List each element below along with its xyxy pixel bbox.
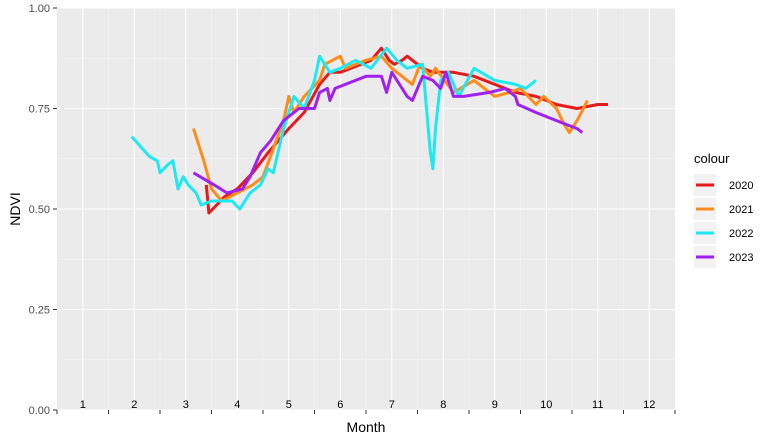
y-tick-label: 0.00 bbox=[29, 405, 50, 417]
month-label: 12 bbox=[643, 399, 655, 411]
legend-label-2023: 2023 bbox=[729, 252, 753, 264]
x-axis-title: Month bbox=[347, 419, 386, 435]
legend-label-2020: 2020 bbox=[729, 180, 753, 192]
series-lines bbox=[130, 46, 608, 215]
month-label: 2 bbox=[131, 399, 137, 411]
y-tick-label: 0.25 bbox=[29, 305, 50, 317]
y-tick-label: 0.75 bbox=[29, 104, 50, 116]
month-label: 6 bbox=[337, 399, 343, 411]
month-label: 1 bbox=[80, 399, 86, 411]
y-tick-label: 0.50 bbox=[29, 204, 50, 216]
x-axis bbox=[56, 410, 676, 414]
legend-items: 2020 2021 2022 2023 bbox=[694, 174, 753, 268]
y-tick-label: 1.00 bbox=[29, 3, 50, 15]
legend: colour 2020 2021 2022 2023 bbox=[694, 151, 753, 268]
month-label: 3 bbox=[183, 399, 189, 411]
month-labels: 1 2 3 4 5 6 7 8 9 10 11 12 bbox=[80, 399, 656, 411]
y-axis-title: NDVI bbox=[7, 192, 23, 225]
month-label: 7 bbox=[389, 399, 395, 411]
month-label: 11 bbox=[592, 399, 603, 411]
series-line-2023 bbox=[192, 70, 584, 195]
month-label: 4 bbox=[234, 399, 240, 411]
legend-label-2021: 2021 bbox=[729, 204, 753, 216]
series-line-2022 bbox=[130, 46, 537, 211]
month-label: 5 bbox=[286, 399, 292, 411]
month-label: 9 bbox=[492, 399, 498, 411]
month-label: 10 bbox=[540, 399, 552, 411]
y-axis: 0.00 0.25 0.50 0.75 1.00 bbox=[29, 3, 57, 417]
month-label: 8 bbox=[440, 399, 446, 411]
legend-title: colour bbox=[694, 151, 730, 166]
legend-label-2022: 2022 bbox=[729, 228, 753, 240]
